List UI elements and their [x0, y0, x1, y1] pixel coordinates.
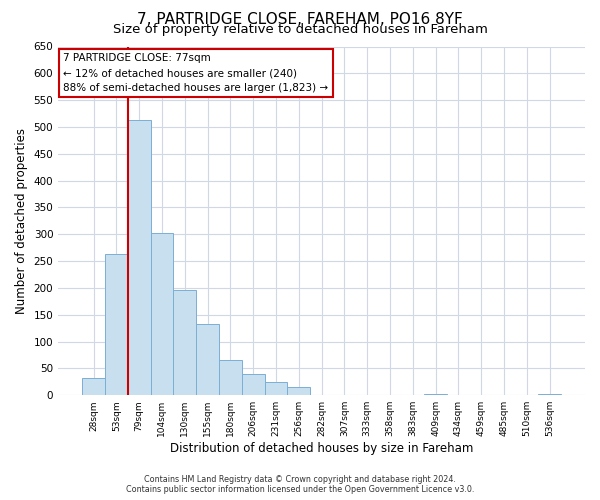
Bar — [151, 233, 173, 395]
Bar — [82, 378, 105, 395]
Bar — [105, 254, 128, 395]
Text: Contains HM Land Registry data © Crown copyright and database right 2024.
Contai: Contains HM Land Registry data © Crown c… — [126, 474, 474, 494]
Bar — [538, 394, 561, 395]
Bar — [196, 324, 219, 395]
Bar — [242, 374, 265, 395]
Bar — [219, 360, 242, 395]
Bar — [265, 382, 287, 395]
Text: 7 PARTRIDGE CLOSE: 77sqm
← 12% of detached houses are smaller (240)
88% of semi-: 7 PARTRIDGE CLOSE: 77sqm ← 12% of detach… — [64, 54, 329, 93]
Text: 7, PARTRIDGE CLOSE, FAREHAM, PO16 8YF: 7, PARTRIDGE CLOSE, FAREHAM, PO16 8YF — [137, 12, 463, 28]
Bar — [287, 387, 310, 395]
Bar — [173, 290, 196, 395]
Text: Size of property relative to detached houses in Fareham: Size of property relative to detached ho… — [113, 22, 487, 36]
X-axis label: Distribution of detached houses by size in Fareham: Distribution of detached houses by size … — [170, 442, 473, 455]
Y-axis label: Number of detached properties: Number of detached properties — [15, 128, 28, 314]
Bar — [424, 394, 447, 395]
Bar — [128, 120, 151, 395]
